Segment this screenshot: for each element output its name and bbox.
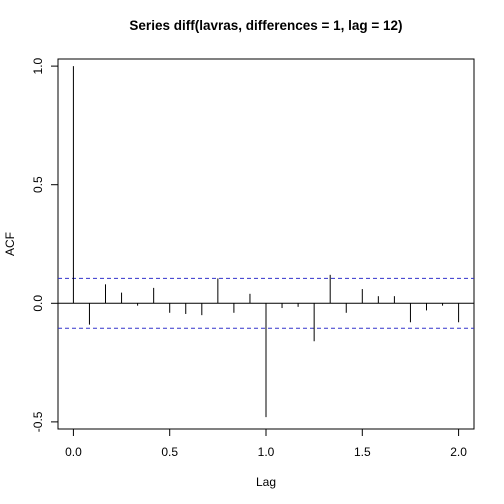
x-tick-label: 1.0 xyxy=(258,445,275,459)
acf-spikes xyxy=(72,66,460,418)
y-axis: -0.5 0.0 0.5 1.0 xyxy=(31,57,59,432)
x-tick-label: 0.0 xyxy=(65,445,82,459)
y-tick-label: 1.0 xyxy=(31,57,45,74)
chart-title: Series diff(lavras, differences = 1, lag… xyxy=(129,18,402,33)
y-tick-label: 0.5 xyxy=(31,176,45,193)
x-tick-label: 2.0 xyxy=(450,445,467,459)
y-axis-label: ACF xyxy=(3,232,17,256)
x-tick-label: 0.5 xyxy=(161,445,178,459)
y-tick-label: -0.5 xyxy=(31,411,45,432)
y-tick-label: 0.0 xyxy=(31,295,45,312)
x-axis-label: Lag xyxy=(256,475,276,489)
x-tick-label: 1.5 xyxy=(354,445,371,459)
x-axis: 0.0 0.5 1.0 1.5 2.0 xyxy=(65,428,467,459)
